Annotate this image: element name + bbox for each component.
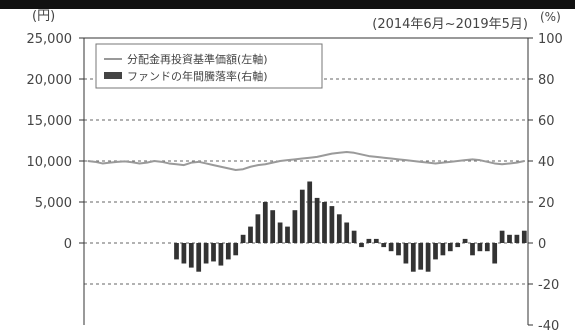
bar-23 <box>255 214 261 243</box>
bar-43 <box>403 243 409 264</box>
bar-49 <box>447 243 453 252</box>
left-unit-label: (円) <box>32 9 55 24</box>
bar-24 <box>262 202 268 243</box>
left-tick-label-1: 5,000 <box>35 196 72 211</box>
right-tick-label-7: 100 <box>538 32 563 47</box>
left-tick-label-2: 10,000 <box>27 155 73 170</box>
legend-line-label: 分配金再投資基準価額(左軸) <box>127 52 268 66</box>
bar-48 <box>440 243 446 256</box>
bar-44 <box>410 243 416 272</box>
bar-51 <box>462 238 468 243</box>
bar-47 <box>433 243 438 260</box>
line-series-group <box>87 150 525 172</box>
bar-21 <box>240 234 246 243</box>
bar-15 <box>196 243 202 272</box>
bar-52 <box>470 243 475 256</box>
bar-18 <box>218 243 224 266</box>
bar-42 <box>396 243 401 256</box>
bar-26 <box>277 222 283 243</box>
bar-27 <box>285 226 290 243</box>
bar-20 <box>233 243 239 256</box>
period-label: (2014年6月~2019年5月) <box>372 17 528 32</box>
legend-bar-label: ファンドの年間騰落率(右軸) <box>127 69 268 83</box>
right-tick-label-5: 60 <box>538 114 555 129</box>
bar-38 <box>366 238 372 243</box>
bar-33 <box>329 206 335 243</box>
bar-46 <box>425 243 431 272</box>
left-tick-label-0: 0 <box>64 237 72 252</box>
bar-36 <box>351 230 357 243</box>
bar-35 <box>344 222 350 243</box>
bar-30 <box>307 181 313 243</box>
bar-16 <box>203 243 209 264</box>
plot-border <box>83 37 529 325</box>
bar-37 <box>359 243 364 248</box>
bar-53 <box>477 243 483 252</box>
bar-19 <box>225 243 231 260</box>
left-tick-label-3: 15,000 <box>27 114 73 129</box>
legend-box <box>95 43 323 89</box>
right-tick-label-6: 80 <box>538 73 555 88</box>
bar-40 <box>381 243 387 248</box>
right-tick-label-3: 20 <box>538 196 555 211</box>
bar-28 <box>292 210 298 243</box>
bar-58 <box>514 234 520 243</box>
top-bar <box>0 0 575 9</box>
left-tick-label-4: 20,000 <box>27 73 73 88</box>
bar-25 <box>270 210 276 243</box>
left-tick-label-5: 25,000 <box>27 32 73 47</box>
right-tick-label-0: -40 <box>538 319 559 334</box>
bar-series <box>174 181 527 272</box>
right-tick-label-4: 40 <box>538 155 555 170</box>
bar-54 <box>484 243 490 252</box>
bar-45 <box>418 243 424 270</box>
line-series <box>87 150 525 172</box>
bar-59 <box>521 230 527 243</box>
bar-13 <box>181 243 187 264</box>
bar-50 <box>455 243 461 248</box>
legend-bar-swatch <box>104 72 122 79</box>
bar-55 <box>492 243 498 264</box>
bar-17 <box>211 243 216 262</box>
gridlines <box>84 78 528 285</box>
right-tick-label-2: 0 <box>538 237 546 252</box>
legend: 分配金再投資基準価額(左軸) ファンドの年間騰落率(右軸) <box>95 43 323 89</box>
bar-39 <box>373 238 379 243</box>
bar-32 <box>322 202 327 243</box>
bar-14 <box>188 243 194 268</box>
bar-31 <box>314 197 320 243</box>
left-axis: 0 5,000 10,000 15,000 20,000 25,000 <box>27 32 84 252</box>
right-axis: -40 -20 0 20 40 60 80 100 <box>528 32 563 334</box>
bar-12 <box>174 243 179 260</box>
bar-22 <box>248 226 253 243</box>
right-unit-label: (%) <box>540 10 561 24</box>
bar-41 <box>388 243 394 252</box>
right-tick-label-1: -20 <box>538 278 559 293</box>
bar-29 <box>299 189 305 243</box>
bar-56 <box>499 230 505 243</box>
bar-34 <box>336 214 342 243</box>
bar-57 <box>507 234 512 243</box>
